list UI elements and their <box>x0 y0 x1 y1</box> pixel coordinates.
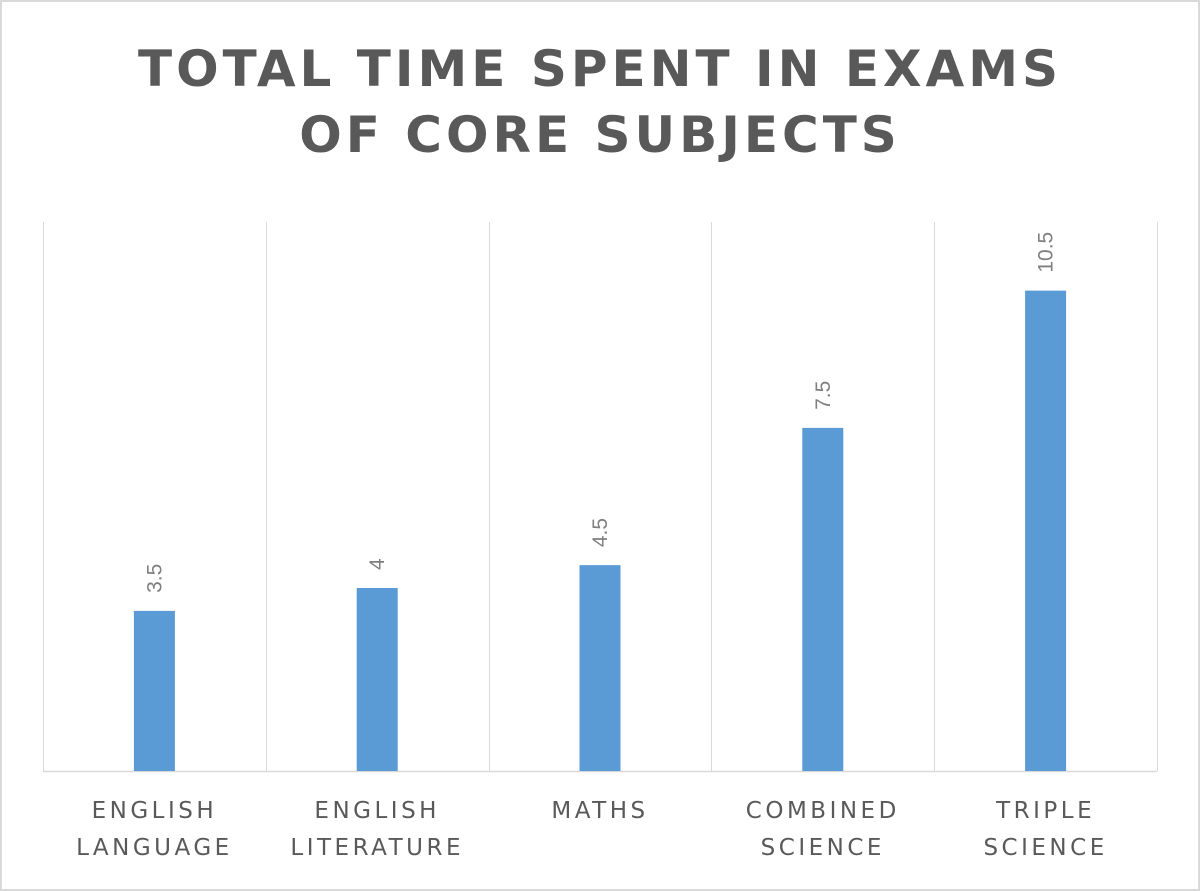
chart-title: TOTAL TIME SPENT IN EXAMS OF CORE SUBJEC… <box>0 36 1200 168</box>
data-label: 10.5 <box>1035 232 1058 273</box>
tick-label: TRIPLE <box>995 798 1095 824</box>
tick-label: ENGLISH <box>314 798 440 824</box>
chart-title-line-2: OF CORE SUBJECTS <box>299 106 901 164</box>
tick-label: LITERATURE <box>290 835 464 861</box>
data-label: 3.5 <box>143 564 166 593</box>
data-label: 4.5 <box>589 518 612 547</box>
tick-label: COMBINED <box>746 798 900 824</box>
tick-label: ENGLISH <box>92 798 218 824</box>
bar <box>579 565 621 771</box>
tick-label: MATHS <box>551 798 648 824</box>
bar <box>1025 290 1067 771</box>
bar <box>356 588 398 771</box>
data-label: 4 <box>366 558 389 570</box>
data-label: 7.5 <box>812 381 835 410</box>
bar <box>802 427 844 771</box>
tick-label: SCIENCE <box>983 835 1107 861</box>
bar <box>133 610 175 771</box>
tick-label: LANGUAGE <box>76 835 233 861</box>
chart-title-line-1: TOTAL TIME SPENT IN EXAMS <box>137 40 1063 98</box>
tick-label: SCIENCE <box>761 835 885 861</box>
